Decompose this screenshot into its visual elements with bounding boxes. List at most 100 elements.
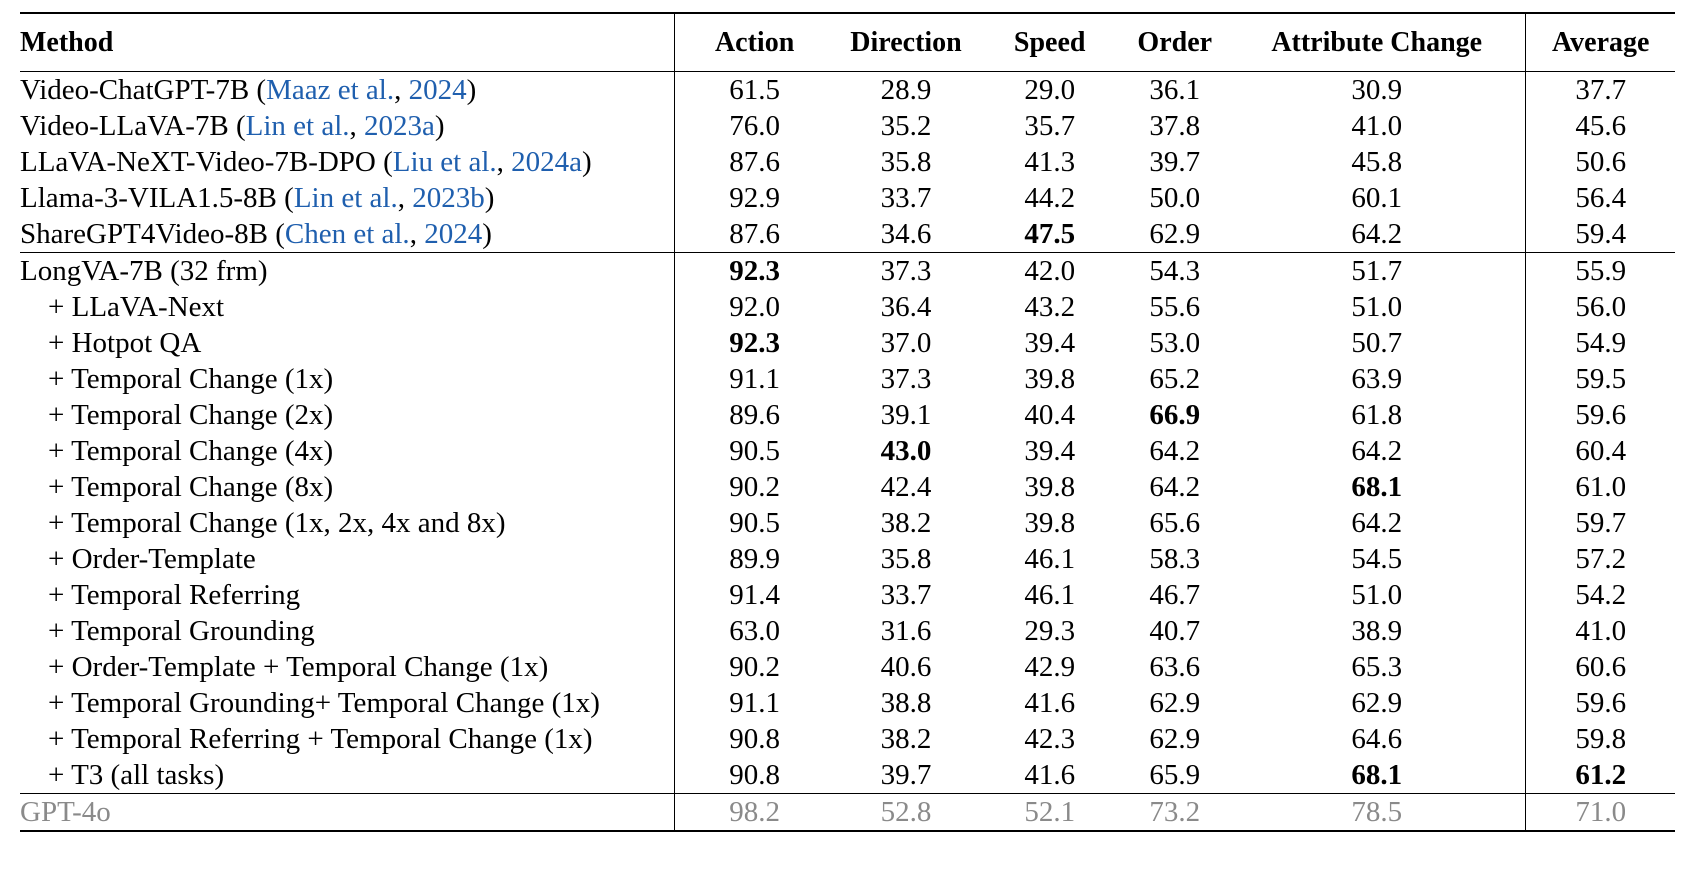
method-label: + Temporal Change (1x) [48,362,334,395]
citation-author-link[interactable]: Lin et al. [293,181,398,214]
cell-value: 29.3 [1024,614,1076,647]
cell-value: 39.7 [1149,145,1201,178]
citation-year-link[interactable]: 2024a [511,145,583,178]
value-action: 87.6 [675,144,835,180]
method-label: + T3 (all tasks) [48,758,225,791]
value-speed: 43.2 [978,289,1122,325]
cell-value: 39.8 [1024,362,1076,395]
value-order: 50.0 [1122,180,1228,216]
value-action: 92.3 [674,252,835,289]
value-order: 37.8 [1122,108,1228,144]
value-direction: 35.8 [834,144,978,180]
best-value: 61.2 [1575,758,1627,791]
cell-value: 39.8 [1024,470,1076,503]
table-row: + Temporal Change (2x) 89.6 39.1 40.4 66.9 61… [20,397,1675,433]
value-direction: 35.2 [834,108,978,144]
method-cell: Video-ChatGPT-7B (Maaz et al., 2024) [20,71,676,108]
value-attribute-change: 78.5 [1227,793,1527,832]
header-attribute-change: Attribute Change [1227,12,1527,72]
citation-author-link[interactable]: Chen et al. [284,217,410,250]
table-row: + Temporal Referring 91.4 33.7 46.1 46.7 51.0… [20,577,1675,613]
cell-value: 46.1 [1024,578,1076,611]
best-value: 68.1 [1351,758,1403,791]
cell-value: 59.4 [1575,217,1627,250]
value-average: 57.2 [1526,541,1675,577]
method-name: Llama-3-VILA1.5-8B (Lin et al., 2023b) [20,182,494,214]
value-attribute-change: 64.2 [1227,216,1527,253]
cell-value: 53.0 [1149,326,1201,359]
cell-value: 37.0 [880,326,932,359]
cell-value: 46.7 [1149,578,1201,611]
cell-value: 35.8 [880,145,932,178]
value-direction: 33.7 [834,577,978,613]
cell-value: 54.9 [1575,326,1627,359]
value-order: 62.9 [1122,685,1228,721]
table-row: + Order-Template 89.9 35.8 46.1 58.3 54.5 57.2 [20,541,1675,577]
citation-author-link[interactable]: Liu et al. [392,145,497,178]
value-speed: 39.8 [978,361,1122,397]
value-attribute-change: 45.8 [1227,144,1527,180]
header-method: Method [20,12,676,72]
value-average: 56.4 [1526,180,1675,216]
value-action: 90.8 [675,721,835,757]
citation-year-link[interactable]: 2023b [412,181,485,214]
value-action: 61.5 [675,72,835,109]
cell-value: 73.2 [1149,795,1201,828]
value-direction: 38.2 [834,505,978,541]
value-speed: 39.4 [978,433,1122,469]
cell-value: 58.3 [1149,542,1201,575]
value-action: 90.2 [675,469,835,505]
citation-author-link[interactable]: Maaz et al. [266,73,395,106]
citation-author-link[interactable]: Lin et al. [245,109,350,142]
table-row: LongVA-7B (32 frm) 92.3 37.3 42.0 54.3 51.7 55… [20,252,1675,289]
cell-value: 54.2 [1575,578,1627,611]
cell-value: 65.2 [1149,362,1201,395]
value-action: 98.2 [674,793,835,832]
value-speed: 46.1 [978,541,1122,577]
method-label: ShareGPT4Video-8B ( [20,217,285,250]
cell-value: 39.7 [880,758,932,791]
cell-value: 61.8 [1351,398,1403,431]
method-cell: + Order-Template + Temporal Change (1x) [20,649,676,685]
method-label: + Temporal Change (2x) [48,398,334,431]
cell-value: 41.6 [1024,758,1076,791]
cell-value: 60.4 [1575,434,1627,467]
cell-value: 55.6 [1149,290,1201,323]
method-cell: + Hotpot QA [20,325,676,361]
value-attribute-change: 62.9 [1227,685,1527,721]
table-row: + T3 (all tasks) 90.8 39.7 41.6 65.9 68.1 61.2 [20,757,1675,794]
value-action: 91.4 [675,577,835,613]
cell-value: 28.9 [880,73,932,106]
method-cell: + Temporal Grounding [20,613,676,649]
cell-value: 65.6 [1149,506,1201,539]
method-cell: + Order-Template [20,541,676,577]
value-order: 73.2 [1121,793,1228,832]
cell-value: 90.2 [729,650,780,683]
value-average: 61.0 [1526,469,1675,505]
value-order: 65.2 [1122,361,1228,397]
cell-value: 59.6 [1575,686,1627,719]
cell-value: 42.9 [1024,650,1076,683]
citation-year-link[interactable]: 2024 [408,73,467,106]
cell-value: 63.6 [1149,650,1201,683]
value-attribute-change: 51.0 [1227,289,1527,325]
table-row: + Temporal Change (1x) 91.1 37.3 39.8 65.2 63… [20,361,1675,397]
table-row: GPT-4o 98.2 52.8 52.1 73.2 78.5 71.0 [20,793,1675,832]
value-action: 92.0 [675,289,835,325]
value-average: 55.9 [1525,252,1675,289]
cell-value: 98.2 [729,795,780,828]
citation-year-link[interactable]: 2024 [424,217,483,250]
cell-value: 54.3 [1149,254,1201,287]
value-direction: 31.6 [834,613,978,649]
cell-value: 41.0 [1575,614,1627,647]
citation-year-link[interactable]: 2023a [364,109,435,142]
cell-value: 40.7 [1149,614,1201,647]
cell-value: 41.0 [1351,109,1403,142]
cell-value: 45.8 [1351,145,1403,178]
value-order: 36.1 [1122,72,1228,109]
value-speed: 41.6 [978,757,1122,794]
value-speed: 29.3 [978,613,1122,649]
value-order: 46.7 [1122,577,1228,613]
method-name: + Order-Template [20,544,256,574]
method-label: LongVA-7B (32 frm) [20,254,268,287]
